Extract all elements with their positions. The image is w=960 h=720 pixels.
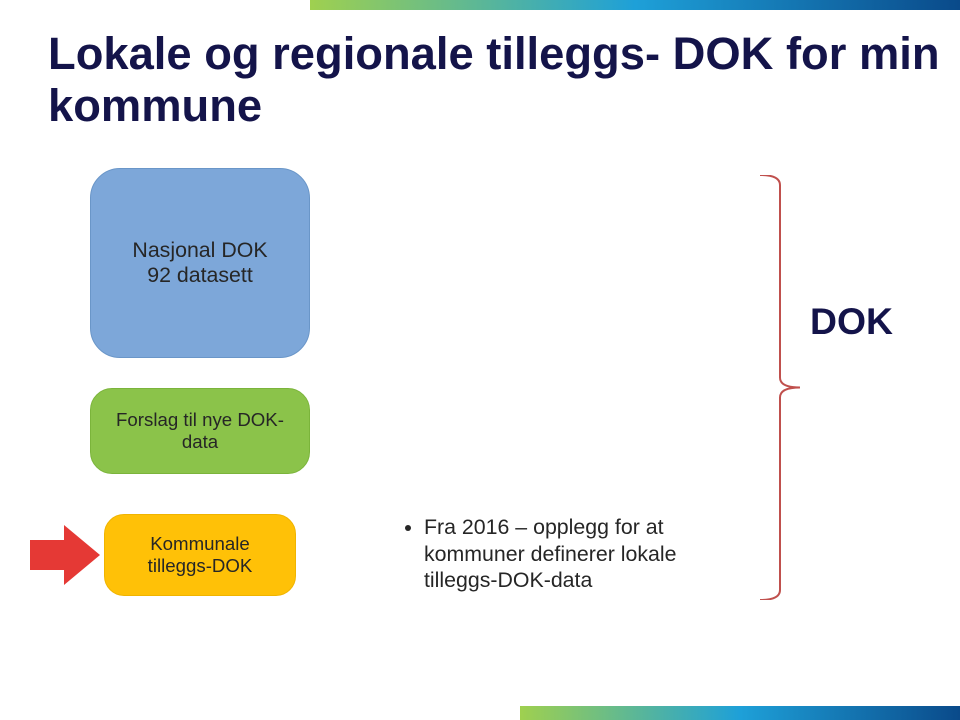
pointer-arrow-stem (30, 540, 64, 570)
box-proposal-line2: data (116, 431, 284, 453)
footer-accent-bar (520, 706, 960, 720)
box-municipal-line1: Kommunale (148, 533, 253, 555)
dok-label: DOK (810, 300, 893, 343)
bracket-icon (760, 175, 800, 600)
box-proposal-dok: Forslag til nye DOK- data (90, 388, 310, 474)
page-title: Lokale og regionale tilleggs- DOK for mi… (48, 28, 960, 132)
pointer-arrow-head (64, 525, 100, 585)
box-national-dok: Nasjonal DOK 92 datasett (90, 168, 310, 358)
slide: Lokale og regionale tilleggs- DOK for mi… (0, 0, 960, 720)
box-municipal-dok: Kommunale tilleggs-DOK (104, 514, 296, 596)
bullet-item: Fra 2016 – opplegg for at kommuner defin… (424, 514, 730, 594)
dok-label-text: DOK (810, 300, 893, 342)
box-national-line1: Nasjonal DOK (132, 238, 267, 263)
box-national-line2: 92 datasett (132, 263, 267, 288)
bracket-path (760, 175, 800, 600)
bullet-block: Fra 2016 – opplegg for at kommuner defin… (400, 514, 730, 594)
box-municipal-line2: tilleggs-DOK (148, 555, 253, 577)
title-line-1: Lokale og regionale tilleggs- (48, 28, 660, 79)
box-proposal-line1: Forslag til nye DOK- (116, 409, 284, 431)
header-accent-bar (310, 0, 960, 10)
